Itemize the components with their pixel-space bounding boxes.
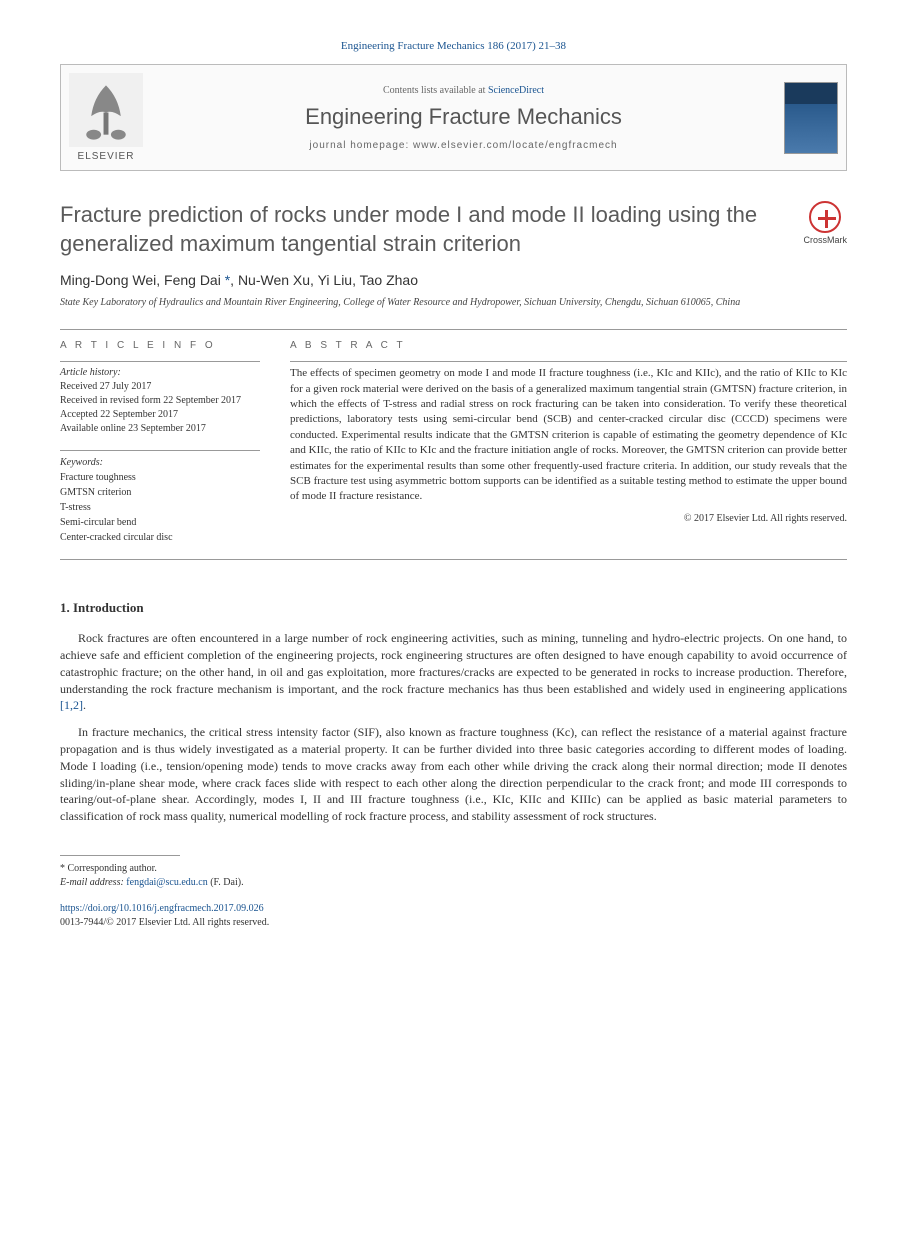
- keyword-3: T-stress: [60, 500, 260, 515]
- keywords-block: Keywords: Fracture toughness GMTSN crite…: [60, 455, 260, 545]
- publisher-name: ELSEVIER: [78, 151, 135, 162]
- authors-line: Ming-Dong Wei, Feng Dai *, Nu-Wen Xu, Yi…: [60, 272, 847, 288]
- abstract-copyright: © 2017 Elsevier Ltd. All rights reserved…: [290, 513, 847, 524]
- keyword-2: GMTSN criterion: [60, 485, 260, 500]
- divider-bottom: [60, 559, 847, 560]
- article-title: Fracture prediction of rocks under mode …: [60, 201, 787, 258]
- authors-rest: , Nu-Wen Xu, Yi Liu, Tao Zhao: [230, 272, 418, 288]
- footer-block: https://doi.org/10.1016/j.engfracmech.20…: [60, 902, 847, 930]
- keyword-5: Center-cracked circular disc: [60, 530, 260, 545]
- journal-cover: [776, 65, 846, 170]
- crossmark-icon: [809, 201, 841, 233]
- info-rule-1: [60, 361, 260, 362]
- crossmark-label: CrossMark: [803, 235, 847, 245]
- citation-text: Engineering Fracture Mechanics 186 (2017…: [341, 40, 566, 52]
- sciencedirect-link[interactable]: ScienceDirect: [488, 85, 544, 96]
- intro-para-2: In fracture mechanics, the critical stre…: [60, 724, 847, 825]
- author-1: Ming-Dong Wei,: [60, 272, 164, 288]
- contents-line: Contents lists available at ScienceDirec…: [161, 85, 766, 96]
- intro-para-1: Rock fractures are often encountered in …: [60, 630, 847, 714]
- issn-copyright: 0013-7944/© 2017 Elsevier Ltd. All right…: [60, 916, 847, 930]
- email-line: E-mail address: fengdai@scu.edu.cn (F. D…: [60, 876, 847, 890]
- contents-prefix: Contents lists available at: [383, 85, 488, 96]
- citation-bar: Engineering Fracture Mechanics 186 (2017…: [60, 40, 847, 52]
- corresponding-author-label: * Corresponding author.: [60, 862, 847, 876]
- abstract-label: A B S T R A C T: [290, 340, 847, 351]
- keyword-4: Semi-circular bend: [60, 515, 260, 530]
- p1-text-a: Rock fractures are often encountered in …: [60, 631, 847, 695]
- email-suffix: (F. Dai).: [208, 877, 244, 888]
- elsevier-tree-icon: [69, 73, 143, 147]
- divider-top: [60, 329, 847, 330]
- info-rule-2: [60, 450, 260, 451]
- cover-thumbnail: [784, 82, 838, 154]
- info-label: A R T I C L E I N F O: [60, 340, 260, 351]
- keywords-header: Keywords:: [60, 455, 260, 470]
- doi-link[interactable]: https://doi.org/10.1016/j.engfracmech.20…: [60, 903, 264, 914]
- footnote-separator: [60, 855, 180, 856]
- homepage-line: journal homepage: www.elsevier.com/locat…: [161, 140, 766, 151]
- email-link[interactable]: fengdai@scu.edu.cn: [126, 877, 207, 888]
- p1-text-b: .: [83, 698, 86, 712]
- abstract-column: A B S T R A C T The effects of specimen …: [290, 340, 847, 545]
- title-row: Fracture prediction of rocks under mode …: [60, 201, 847, 258]
- homepage-url: www.elsevier.com/locate/engfracmech: [413, 140, 618, 151]
- homepage-prefix: journal homepage:: [309, 140, 413, 151]
- history-online: Available online 23 September 2017: [60, 422, 260, 436]
- history-accepted: Accepted 22 September 2017: [60, 408, 260, 422]
- affiliation: State Key Laboratory of Hydraulics and M…: [60, 296, 847, 309]
- header-center: Contents lists available at ScienceDirec…: [151, 65, 776, 170]
- article-info-column: A R T I C L E I N F O Article history: R…: [60, 340, 260, 545]
- history-header: Article history:: [60, 366, 260, 380]
- email-label: E-mail address:: [60, 877, 126, 888]
- page-root: Engineering Fracture Mechanics 186 (2017…: [0, 0, 907, 970]
- abstract-rule: [290, 361, 847, 362]
- keyword-1: Fracture toughness: [60, 470, 260, 485]
- info-abstract-row: A R T I C L E I N F O Article history: R…: [60, 340, 847, 545]
- history-received: Received 27 July 2017: [60, 380, 260, 394]
- history-block: Article history: Received 27 July 2017 R…: [60, 366, 260, 436]
- history-revised: Received in revised form 22 September 20…: [60, 394, 260, 408]
- publisher-logo: ELSEVIER: [61, 65, 151, 170]
- footnote-block: * Corresponding author. E-mail address: …: [60, 862, 847, 890]
- crossmark-badge[interactable]: CrossMark: [803, 201, 847, 245]
- ref-link-1-2[interactable]: [1,2]: [60, 698, 83, 712]
- section-1-heading: 1. Introduction: [60, 600, 847, 616]
- journal-name: Engineering Fracture Mechanics: [161, 104, 766, 130]
- author-2: Feng Dai: [164, 272, 221, 288]
- abstract-text: The effects of specimen geometry on mode…: [290, 366, 847, 505]
- corresponding-mark: *: [221, 272, 230, 288]
- journal-header: ELSEVIER Contents lists available at Sci…: [60, 64, 847, 171]
